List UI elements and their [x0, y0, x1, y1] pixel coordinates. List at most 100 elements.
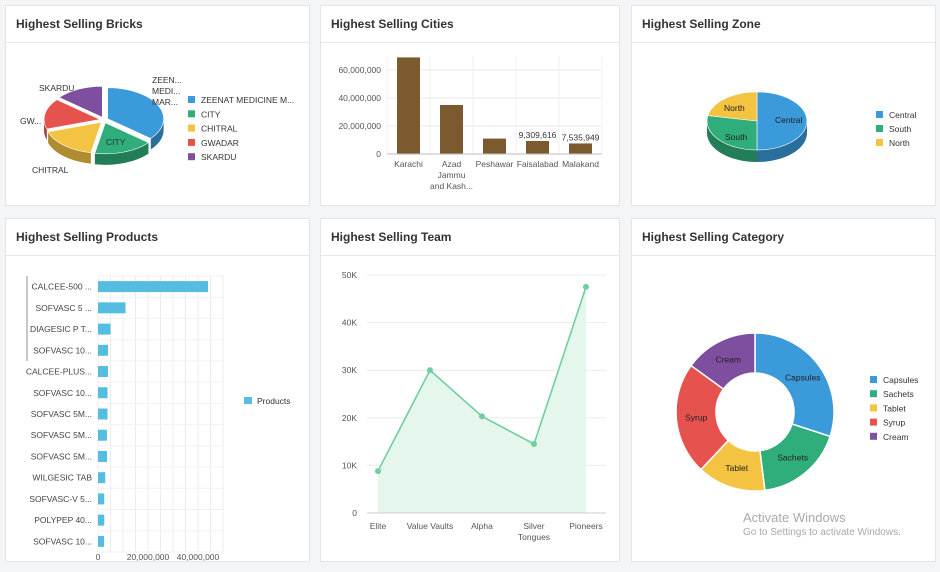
team-area-chart: 0 10K 20K 30K 40K 50K Elite Value Vaults Alpha Si…: [342, 270, 606, 542]
legend-label: Products: [257, 396, 291, 406]
y-tick-label: WILGESIC TAB: [32, 473, 92, 483]
slice-label: CITY: [106, 137, 126, 147]
pie-slice: [43, 99, 102, 130]
x-tick-label: Faisalabad: [517, 159, 559, 169]
legend-swatch: [870, 376, 877, 383]
bar: [569, 143, 592, 154]
zone-pie-chart: Central South North Central South North: [706, 91, 917, 162]
legend-label: Capsules: [883, 375, 918, 385]
pie-slice: [107, 87, 164, 139]
x-tick-label: Tongues: [518, 532, 550, 542]
donut-slice: [754, 332, 835, 438]
pie-slice-side: [150, 118, 164, 150]
slice-label: Sachets: [777, 452, 808, 462]
y-tick-label: SOFVASC 5M...: [31, 451, 92, 461]
data-label: 9,309,616: [519, 130, 557, 140]
slice-label: SKARDU: [39, 83, 74, 93]
x-tick-label: Jammu: [438, 170, 466, 180]
slice-label: Tablet: [725, 463, 748, 473]
legend-swatch: [244, 397, 252, 404]
bar: [98, 387, 108, 399]
x-tick-label: Pioneers: [569, 521, 603, 531]
x-tick-label: Value Vaults: [407, 521, 453, 531]
x-tick-label: Azad: [442, 159, 462, 169]
legend-swatch: [188, 110, 195, 118]
legend-label: Central: [889, 110, 917, 120]
x-tick-label: 0: [96, 552, 101, 561]
legend-label: CITY: [201, 109, 221, 119]
legend-label: South: [889, 124, 911, 134]
slice-label: GW...: [20, 116, 41, 126]
y-tick-label: SOFVASC 5M...: [31, 430, 92, 440]
pie-slice: [94, 122, 150, 155]
y-tick-label: DIAGESIC P T...: [30, 324, 92, 334]
x-tick-label: Karachi: [394, 159, 423, 169]
data-point: [427, 367, 433, 374]
x-tick-label: 20,000,000: [127, 552, 170, 561]
legend-swatch: [870, 390, 877, 398]
y-tick-label: 60,000,000: [338, 65, 381, 75]
x-tick-label: Alpha: [471, 521, 493, 531]
slice-label: MAR...: [152, 97, 178, 107]
legend-swatch: [870, 418, 877, 426]
legend-swatch: [870, 404, 877, 412]
x-tick-label: Elite: [370, 521, 387, 531]
data-point: [479, 413, 485, 420]
bar: [526, 140, 549, 154]
legend-label: Syrup: [883, 418, 905, 428]
bar: [98, 344, 108, 356]
legend-label: GWADAR: [201, 138, 239, 148]
products-bar-chart: CALCEE-500 ... SOFVASC 5 ... DIAGESIC P T.…: [26, 275, 291, 561]
y-tick-label: 20K: [342, 413, 357, 423]
legend-swatch: [188, 124, 195, 132]
slice-label: South: [725, 132, 747, 142]
cities-bar-chart: 0 20,000,000 40,000,000 60,000,000 Karachi Az…: [338, 56, 603, 191]
panel-title: Highest Selling Team: [321, 219, 619, 256]
panel-title: Highest Selling Cities: [321, 6, 619, 43]
legend-swatch: [870, 432, 877, 440]
y-tick-label: POLYPEP 40...: [34, 515, 92, 525]
slice-label: MEDI...: [152, 86, 180, 96]
legend-swatch: [188, 153, 195, 161]
x-tick-label: Peshawar: [476, 159, 514, 169]
bar: [397, 57, 420, 154]
y-tick-label: 10K: [342, 460, 357, 470]
bar: [98, 514, 105, 526]
y-tick-label: SOFVASC 5M...: [31, 409, 92, 419]
pie-slice-side: [707, 121, 757, 162]
bar: [98, 366, 108, 378]
y-tick-label: SOFVASC 10...: [33, 345, 92, 355]
bricks-pie-chart: ZEEN...MEDI...MAR... CITY CHITRAL GW... SKAR…: [20, 75, 294, 175]
x-tick-label: 40,000,000: [177, 552, 220, 561]
bar: [98, 408, 108, 420]
bar: [98, 429, 107, 441]
slice-label: ZEEN...: [152, 75, 182, 85]
legend-label: ZEENAT MEDICINE M...: [201, 95, 294, 105]
pie-slice-side: [94, 142, 149, 165]
bar: [98, 450, 107, 462]
bar: [98, 535, 104, 547]
data-label: 7,535,949: [562, 132, 600, 142]
scrollbar-thumb: [26, 276, 28, 361]
legend-label: North: [889, 138, 910, 148]
legend-label: Sachets: [883, 389, 914, 399]
products-panel: Highest Selling Products CALCEE-500 ... S…: [5, 218, 310, 562]
zone-panel: Highest Selling Zone Central South North Ce…: [631, 5, 936, 206]
bar: [483, 138, 506, 154]
y-tick-label: 0: [352, 508, 357, 518]
bricks-panel: Highest Selling Bricks ZEEN... MEDI... MAR…: [5, 5, 310, 206]
slice-label: Cream: [715, 354, 741, 364]
legend-swatch: [876, 139, 883, 146]
y-tick-label: 20,000,000: [338, 121, 381, 131]
legend-swatch: [188, 96, 195, 103]
slice-label: Capsules: [785, 372, 820, 382]
bar: [98, 302, 126, 314]
bar: [98, 281, 208, 293]
bar: [98, 493, 105, 505]
y-tick-label: 50K: [342, 270, 357, 280]
data-point: [583, 283, 589, 290]
bar: [440, 105, 463, 154]
y-tick-label: 30K: [342, 365, 357, 375]
pie-slice: [706, 115, 758, 151]
slice-label: Central: [775, 115, 803, 125]
